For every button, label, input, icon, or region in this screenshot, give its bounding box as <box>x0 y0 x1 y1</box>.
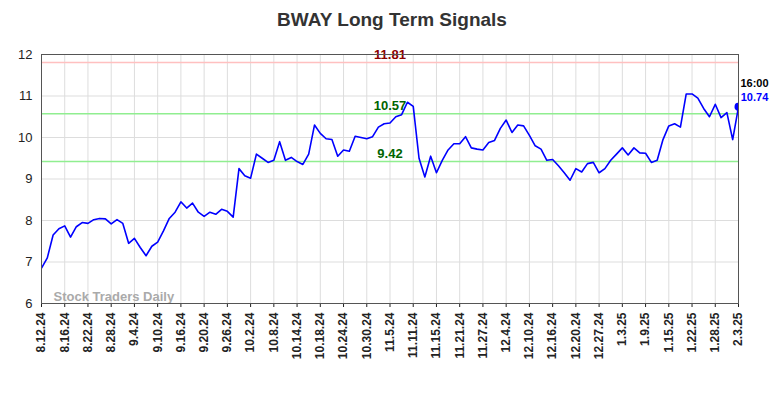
svg-text:11: 11 <box>19 88 33 103</box>
svg-text:6: 6 <box>25 296 32 311</box>
svg-text:1.22.25: 1.22.25 <box>685 312 699 352</box>
svg-text:1.28.25: 1.28.25 <box>708 312 722 352</box>
svg-text:9.16.24: 9.16.24 <box>174 312 188 352</box>
svg-text:1.3.25: 1.3.25 <box>615 312 629 346</box>
svg-text:12.27.24: 12.27.24 <box>592 312 606 359</box>
svg-text:10.8.24: 10.8.24 <box>267 312 281 352</box>
svg-text:12.20.24: 12.20.24 <box>569 312 583 359</box>
svg-text:10.57: 10.57 <box>374 98 407 113</box>
svg-text:11.21.24: 11.21.24 <box>453 312 467 358</box>
svg-text:9.26.24: 9.26.24 <box>220 312 234 352</box>
svg-text:11.15.24: 11.15.24 <box>429 312 443 358</box>
svg-text:7: 7 <box>25 254 32 269</box>
svg-text:11.27.24: 11.27.24 <box>476 312 490 358</box>
svg-text:12: 12 <box>18 47 32 62</box>
svg-text:9: 9 <box>25 171 32 186</box>
svg-text:10.2.24: 10.2.24 <box>243 312 257 352</box>
svg-text:10.24.24: 10.24.24 <box>336 312 350 359</box>
svg-text:12.4.24: 12.4.24 <box>499 312 513 352</box>
svg-text:8.28.24: 8.28.24 <box>104 312 118 352</box>
svg-text:9.20.24: 9.20.24 <box>197 312 211 352</box>
svg-text:16:00: 16:00 <box>740 77 768 89</box>
svg-text:9.42: 9.42 <box>377 146 402 161</box>
svg-text:10.14.24: 10.14.24 <box>290 312 304 359</box>
svg-text:9.4.24: 9.4.24 <box>127 312 141 346</box>
svg-text:1.9.25: 1.9.25 <box>638 312 652 346</box>
svg-text:10.18.24: 10.18.24 <box>313 312 327 359</box>
svg-text:8.22.24: 8.22.24 <box>81 312 95 352</box>
svg-text:8.12.24: 8.12.24 <box>34 312 48 352</box>
svg-text:8.16.24: 8.16.24 <box>58 312 72 352</box>
svg-text:Stock Traders Daily: Stock Traders Daily <box>54 289 175 304</box>
svg-text:12.10.24: 12.10.24 <box>522 312 536 359</box>
svg-text:10: 10 <box>18 130 32 145</box>
svg-text:8: 8 <box>25 213 32 228</box>
svg-text:9.10.24: 9.10.24 <box>151 312 165 352</box>
svg-text:10.30.24: 10.30.24 <box>360 312 374 359</box>
svg-text:10.74: 10.74 <box>741 91 769 103</box>
svg-text:11.5.24: 11.5.24 <box>383 312 397 352</box>
svg-text:11.11.24: 11.11.24 <box>406 312 420 358</box>
html-text:BWAY Long Term Signals: BWAY Long Term Signals <box>277 9 507 30</box>
svg-text:12.16.24: 12.16.24 <box>545 312 559 359</box>
svg-text:2.3.25: 2.3.25 <box>731 312 745 346</box>
svg-text:11.81: 11.81 <box>374 46 406 62</box>
svg-text:1.15.25: 1.15.25 <box>662 312 676 352</box>
